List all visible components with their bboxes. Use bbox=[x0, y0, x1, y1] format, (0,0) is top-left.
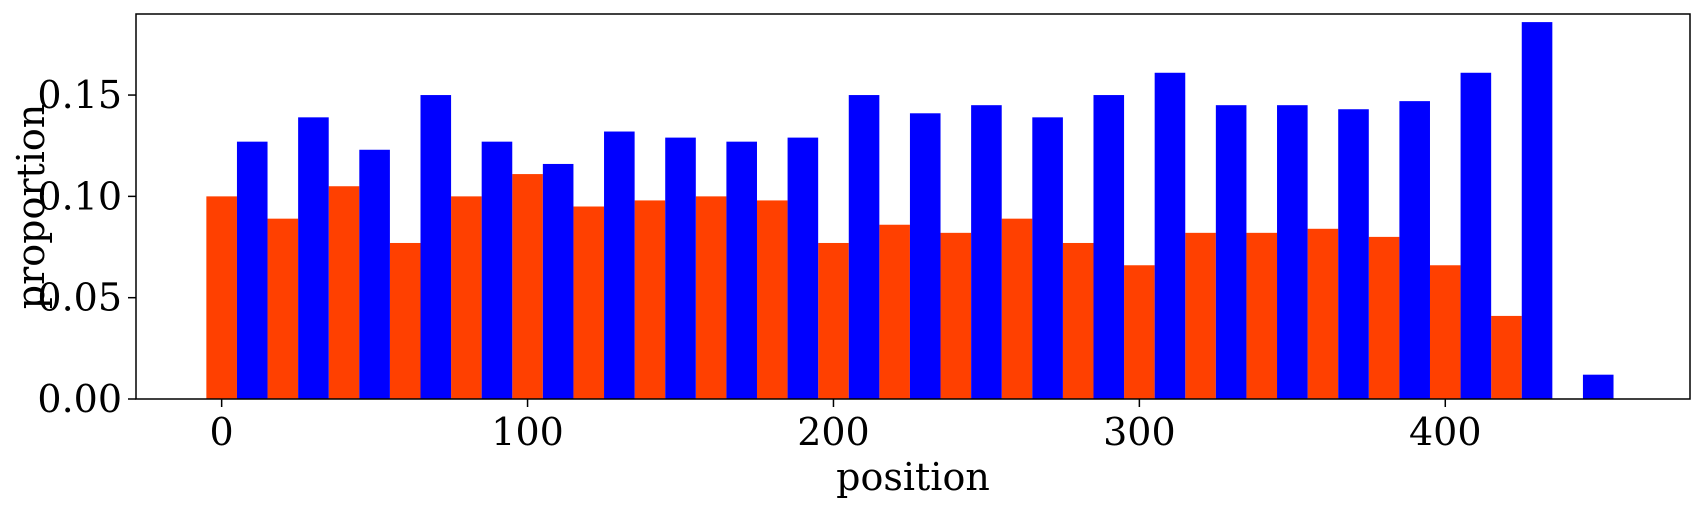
bar-series1-7 bbox=[634, 200, 666, 399]
bar-series1-3 bbox=[389, 242, 421, 399]
bar-series1-5 bbox=[512, 174, 543, 399]
bar-series1-12 bbox=[940, 232, 972, 399]
bar-series1-2 bbox=[328, 186, 360, 399]
bar-series2-11 bbox=[909, 113, 941, 399]
bar-series1-16 bbox=[1185, 232, 1216, 399]
bar-series2-19 bbox=[1399, 101, 1430, 399]
bar-series1-14 bbox=[1062, 242, 1094, 399]
y-tick-label: 0.00 bbox=[37, 377, 122, 421]
bar-series1-6 bbox=[573, 206, 605, 399]
y-axis-label: proportion bbox=[9, 104, 53, 310]
bar-series2-3 bbox=[420, 95, 452, 399]
bar-series1-20 bbox=[1429, 265, 1461, 399]
y-tick-label: 0.05 bbox=[37, 276, 122, 320]
plot-frame bbox=[135, 13, 1691, 400]
bar-series2-1 bbox=[298, 117, 329, 399]
x-axis-ticks: 0 100 200 300 400 bbox=[210, 399, 1482, 454]
bar-series1-8 bbox=[695, 196, 727, 399]
x-tick-label: 200 bbox=[797, 410, 870, 454]
bar-series2-2 bbox=[359, 149, 390, 399]
x-tick-label: 300 bbox=[1103, 410, 1176, 454]
x-tick-label: 400 bbox=[1409, 410, 1482, 454]
y-tick-label: 0.10 bbox=[37, 174, 122, 218]
bar-series2-10 bbox=[848, 95, 880, 399]
bar-series1-17 bbox=[1246, 232, 1278, 399]
bar-series1-9 bbox=[756, 200, 788, 399]
bar-series2-15 bbox=[1154, 72, 1186, 400]
bar-series2-9 bbox=[787, 137, 819, 399]
y-axis-ticks: 0.00 0.05 0.10 0.15 bbox=[37, 73, 136, 421]
bar-series2-5 bbox=[542, 163, 574, 399]
bar-series2-7 bbox=[665, 137, 696, 399]
bar-series2-20 bbox=[1460, 72, 1492, 400]
bar-series1-1 bbox=[267, 218, 299, 399]
bar-series2-8 bbox=[726, 141, 757, 399]
x-tick-label: 0 bbox=[210, 410, 234, 454]
bar-series2-21 bbox=[1521, 22, 1553, 400]
bar-series2-4 bbox=[481, 141, 513, 399]
bar-series2-13 bbox=[1032, 117, 1063, 399]
bar-series2-6 bbox=[604, 131, 635, 400]
bars-layer bbox=[206, 22, 1614, 400]
bar-series2-16 bbox=[1215, 105, 1247, 400]
bar-series2-14 bbox=[1093, 95, 1125, 399]
bar-series1-19 bbox=[1368, 236, 1400, 399]
bar-series1-10 bbox=[818, 242, 849, 399]
bar-series2-0 bbox=[236, 141, 268, 399]
x-tick-label: 100 bbox=[491, 410, 564, 454]
bar-series2-17 bbox=[1277, 105, 1308, 400]
bar-series1-21 bbox=[1491, 315, 1522, 399]
bar-series1-18 bbox=[1307, 228, 1339, 399]
bar-series1-11 bbox=[879, 224, 910, 399]
bar-series1-13 bbox=[1001, 218, 1033, 399]
bar-series2-12 bbox=[971, 105, 1002, 400]
bar-series1-4 bbox=[451, 196, 482, 399]
bar-series1-15 bbox=[1124, 265, 1155, 399]
bar-series1-0 bbox=[206, 196, 237, 399]
bar-series2-18 bbox=[1338, 109, 1369, 399]
x-axis-label: position bbox=[836, 455, 990, 499]
y-tick-label: 0.15 bbox=[37, 73, 122, 117]
bar-series2-22 bbox=[1582, 374, 1614, 399]
